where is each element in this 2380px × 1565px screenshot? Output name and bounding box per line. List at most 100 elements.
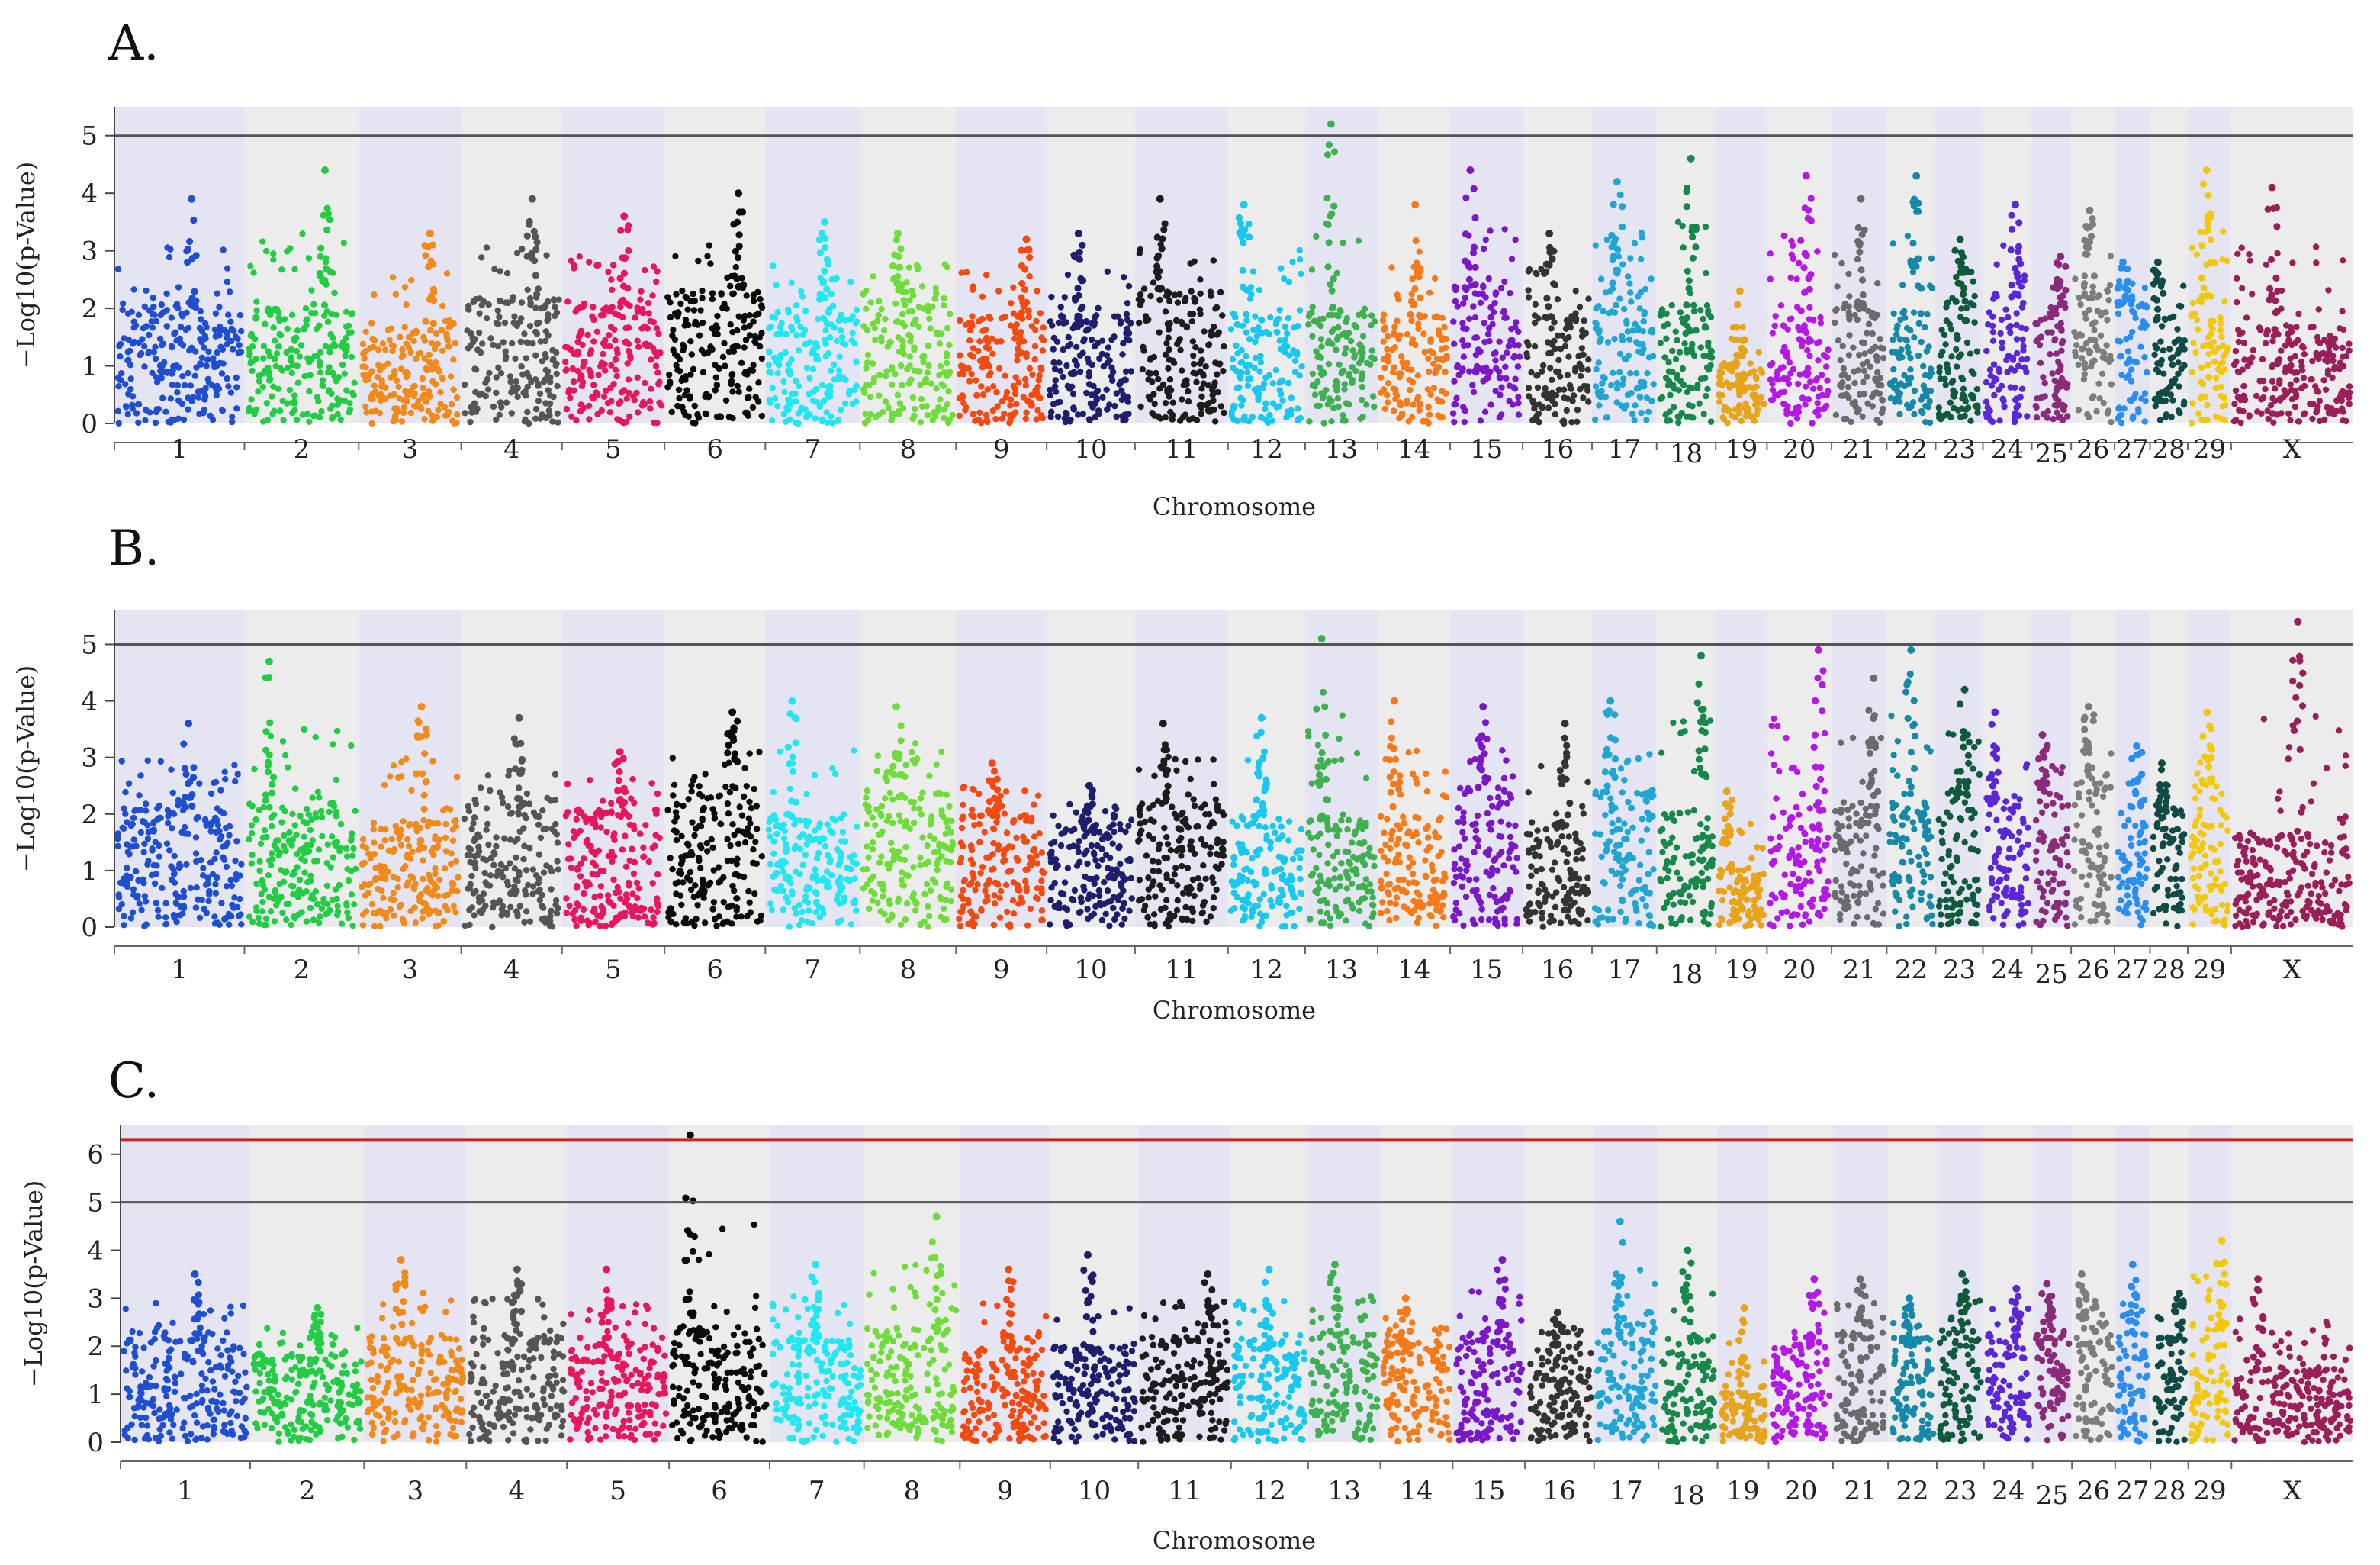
data-point (2240, 382, 2247, 390)
data-point (545, 332, 552, 339)
data-point (322, 259, 330, 266)
data-point (603, 387, 609, 394)
data-point (882, 398, 889, 405)
data-point (1023, 298, 1031, 306)
data-point (2313, 259, 2320, 266)
data-point (124, 883, 131, 890)
data-point (2135, 406, 2142, 413)
data-point (1410, 401, 1417, 408)
data-point (624, 360, 631, 367)
data-point (2188, 312, 2195, 320)
data-point (876, 372, 883, 378)
data-point (1511, 342, 1518, 349)
data-point (894, 272, 902, 280)
data-point (2295, 337, 2301, 344)
data-point (253, 298, 260, 305)
data-point (838, 333, 846, 341)
data-point (1758, 394, 1764, 401)
data-point (2086, 306, 2092, 314)
x-tick-label: 28 (2153, 434, 2185, 465)
peak-point (2057, 253, 2065, 261)
data-point (2044, 407, 2051, 415)
data-point (190, 216, 198, 224)
data-point (1796, 259, 1803, 266)
data-point (307, 372, 314, 378)
data-point (1680, 382, 1687, 388)
data-point (680, 343, 687, 350)
data-point (943, 353, 950, 359)
data-point (1317, 336, 1325, 343)
data-point (797, 323, 804, 330)
data-point (376, 367, 384, 374)
data-point (545, 311, 552, 318)
data-point (1014, 352, 1021, 359)
data-point (2262, 385, 2269, 393)
data-point (2044, 329, 2051, 336)
data-point (1192, 298, 1198, 305)
data-point (114, 830, 121, 837)
data-point (607, 324, 615, 330)
data-point (932, 285, 939, 291)
data-point (546, 400, 554, 407)
data-point (512, 388, 519, 394)
data-point (195, 388, 202, 395)
data-point (682, 411, 689, 419)
data-point (229, 418, 236, 426)
data-point (173, 301, 181, 308)
data-point (986, 315, 994, 322)
data-point (1478, 365, 1485, 372)
data-point (2124, 265, 2131, 272)
data-point (783, 330, 790, 338)
data-point (765, 362, 773, 369)
data-point (722, 397, 730, 404)
data-point (1284, 330, 1291, 337)
data-point (1616, 295, 1623, 302)
data-point (1864, 373, 1870, 380)
data-point (452, 340, 458, 346)
data-point (324, 318, 332, 325)
data-point (916, 368, 923, 375)
data-point (562, 359, 569, 365)
data-point (1627, 289, 1634, 296)
data-point (1667, 391, 1674, 398)
data-point (734, 382, 741, 390)
data-point (404, 370, 411, 378)
data-point (371, 291, 378, 298)
data-point (2288, 362, 2295, 369)
data-point (650, 263, 658, 270)
data-point (2317, 340, 2324, 346)
data-point (2156, 279, 2164, 286)
data-point (490, 403, 497, 411)
data-point (439, 347, 446, 354)
data-point (141, 818, 148, 826)
data-point (876, 298, 883, 304)
data-point (2151, 351, 2158, 359)
data-point (1546, 393, 1554, 400)
data-point (1063, 362, 1070, 369)
data-point (1487, 368, 1494, 375)
data-point (1787, 274, 1794, 282)
data-point (196, 411, 203, 417)
data-point (130, 836, 137, 843)
data-point (114, 407, 121, 414)
data-point (836, 353, 844, 360)
data-point (901, 322, 909, 330)
data-point (2054, 323, 2061, 330)
data-point (2093, 408, 2100, 415)
data-point (815, 236, 823, 243)
data-point (853, 359, 860, 365)
data-point (670, 346, 677, 353)
data-point (876, 392, 883, 399)
data-point (1610, 201, 1617, 208)
data-point (1368, 322, 1375, 329)
data-point (1626, 336, 1633, 343)
data-point (1165, 334, 1172, 341)
data-point (729, 290, 736, 298)
data-point (741, 324, 748, 331)
data-point (1995, 365, 2002, 372)
data-point (519, 371, 526, 378)
data-point (1023, 350, 1030, 357)
data-point (1511, 385, 1519, 392)
data-point (769, 417, 776, 424)
data-point (397, 365, 405, 372)
